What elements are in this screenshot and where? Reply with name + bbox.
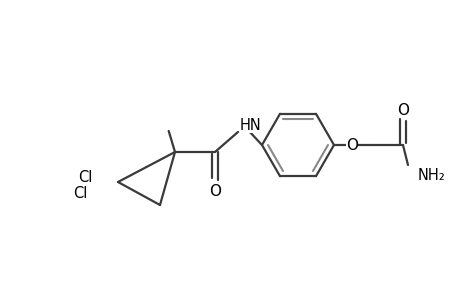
Text: Cl: Cl — [78, 169, 93, 184]
Text: NH₂: NH₂ — [417, 167, 445, 182]
Text: Cl: Cl — [73, 185, 88, 200]
Text: O: O — [208, 184, 220, 200]
Text: HN: HN — [240, 118, 261, 133]
Text: O: O — [396, 103, 408, 118]
Text: O: O — [345, 137, 357, 152]
